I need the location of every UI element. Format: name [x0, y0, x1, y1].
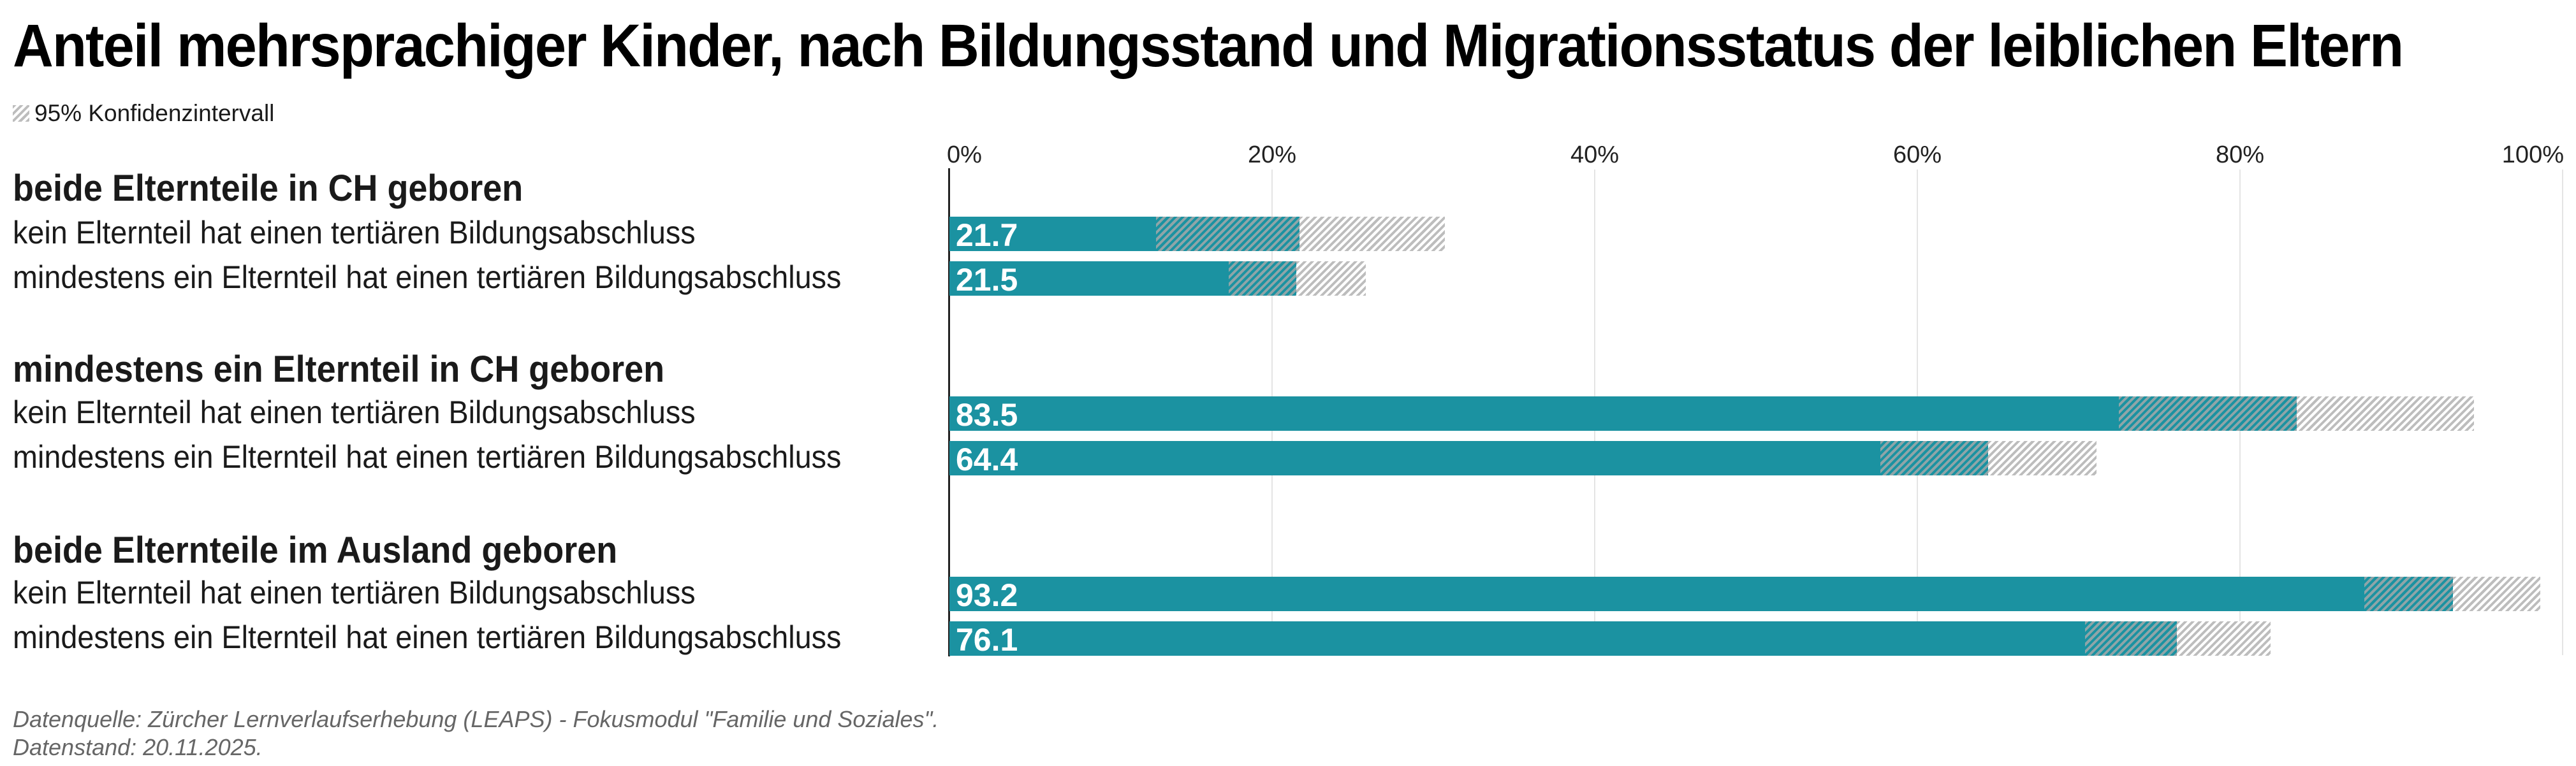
bar-value-label: 21.7	[956, 217, 1018, 253]
bar-value-label: 93.2	[956, 577, 1018, 613]
ci-upper-hatch	[1299, 217, 1445, 251]
x-tick-label: 40%	[1570, 141, 1620, 168]
chart-title: Anteil mehrsprachiger Kinder, nach Bildu…	[13, 12, 2404, 80]
bar-solid	[949, 217, 1156, 251]
ci-upper-hatch	[1988, 441, 2097, 475]
ci-lower-hatch	[1880, 441, 1989, 475]
ci-upper-hatch	[2296, 396, 2474, 431]
bar-solid	[949, 441, 1880, 475]
legend: 95% Konfidenzintervall	[13, 100, 275, 126]
bar-value-label: 21.5	[956, 262, 1018, 298]
ci-lower-hatch	[1228, 261, 1296, 296]
row-label: mindestens ein Elternteil hat einen tert…	[13, 259, 842, 295]
ci-upper-hatch	[1296, 261, 1366, 296]
bar-value-label: 76.1	[956, 622, 1018, 658]
x-tick-label: 80%	[2215, 141, 2265, 168]
group-heading: beide Elternteile in CH geboren	[13, 168, 523, 209]
bar-solid	[949, 261, 1229, 296]
row-label: kein Elternteil hat einen tertiären Bild…	[13, 575, 696, 611]
footer-source: Datenquelle: Zürcher Lernverlaufserhebun…	[13, 706, 939, 732]
x-tick-label: 0%	[947, 141, 982, 168]
footer-date: Datenstand: 20.11.2025.	[13, 734, 263, 760]
bar-solid	[949, 577, 2364, 611]
row-label: mindestens ein Elternteil hat einen tert…	[13, 439, 842, 475]
x-tick-label: 60%	[1892, 141, 1942, 168]
x-tick-label: 20%	[1247, 141, 1297, 168]
bar-solid	[949, 621, 2086, 656]
ci-lower-hatch	[1155, 217, 1299, 251]
legend-label: 95% Konfidenzintervall	[34, 100, 275, 126]
bar-value-label: 83.5	[956, 397, 1018, 433]
ci-lower-hatch	[2364, 577, 2453, 611]
ci-upper-hatch	[2177, 621, 2271, 656]
ci-upper-hatch	[2452, 577, 2540, 611]
row-label: kein Elternteil hat einen tertiären Bild…	[13, 215, 696, 250]
ci-lower-hatch	[2119, 396, 2297, 431]
group-heading: mindestens ein Elternteil in CH geboren	[13, 349, 665, 390]
bar-value-label: 64.4	[956, 442, 1018, 477]
row-label: mindestens ein Elternteil hat einen tert…	[13, 619, 842, 655]
x-tick-label: 100%	[2501, 141, 2564, 168]
row-label: kein Elternteil hat einen tertiären Bild…	[13, 394, 696, 430]
hatched-swatch-icon	[13, 105, 29, 122]
bar-solid	[949, 396, 2119, 431]
group-heading: beide Elternteile im Ausland geboren	[13, 530, 618, 571]
y-axis-line	[948, 168, 950, 656]
ci-lower-hatch	[2085, 621, 2177, 656]
gridline	[2562, 170, 2563, 655]
